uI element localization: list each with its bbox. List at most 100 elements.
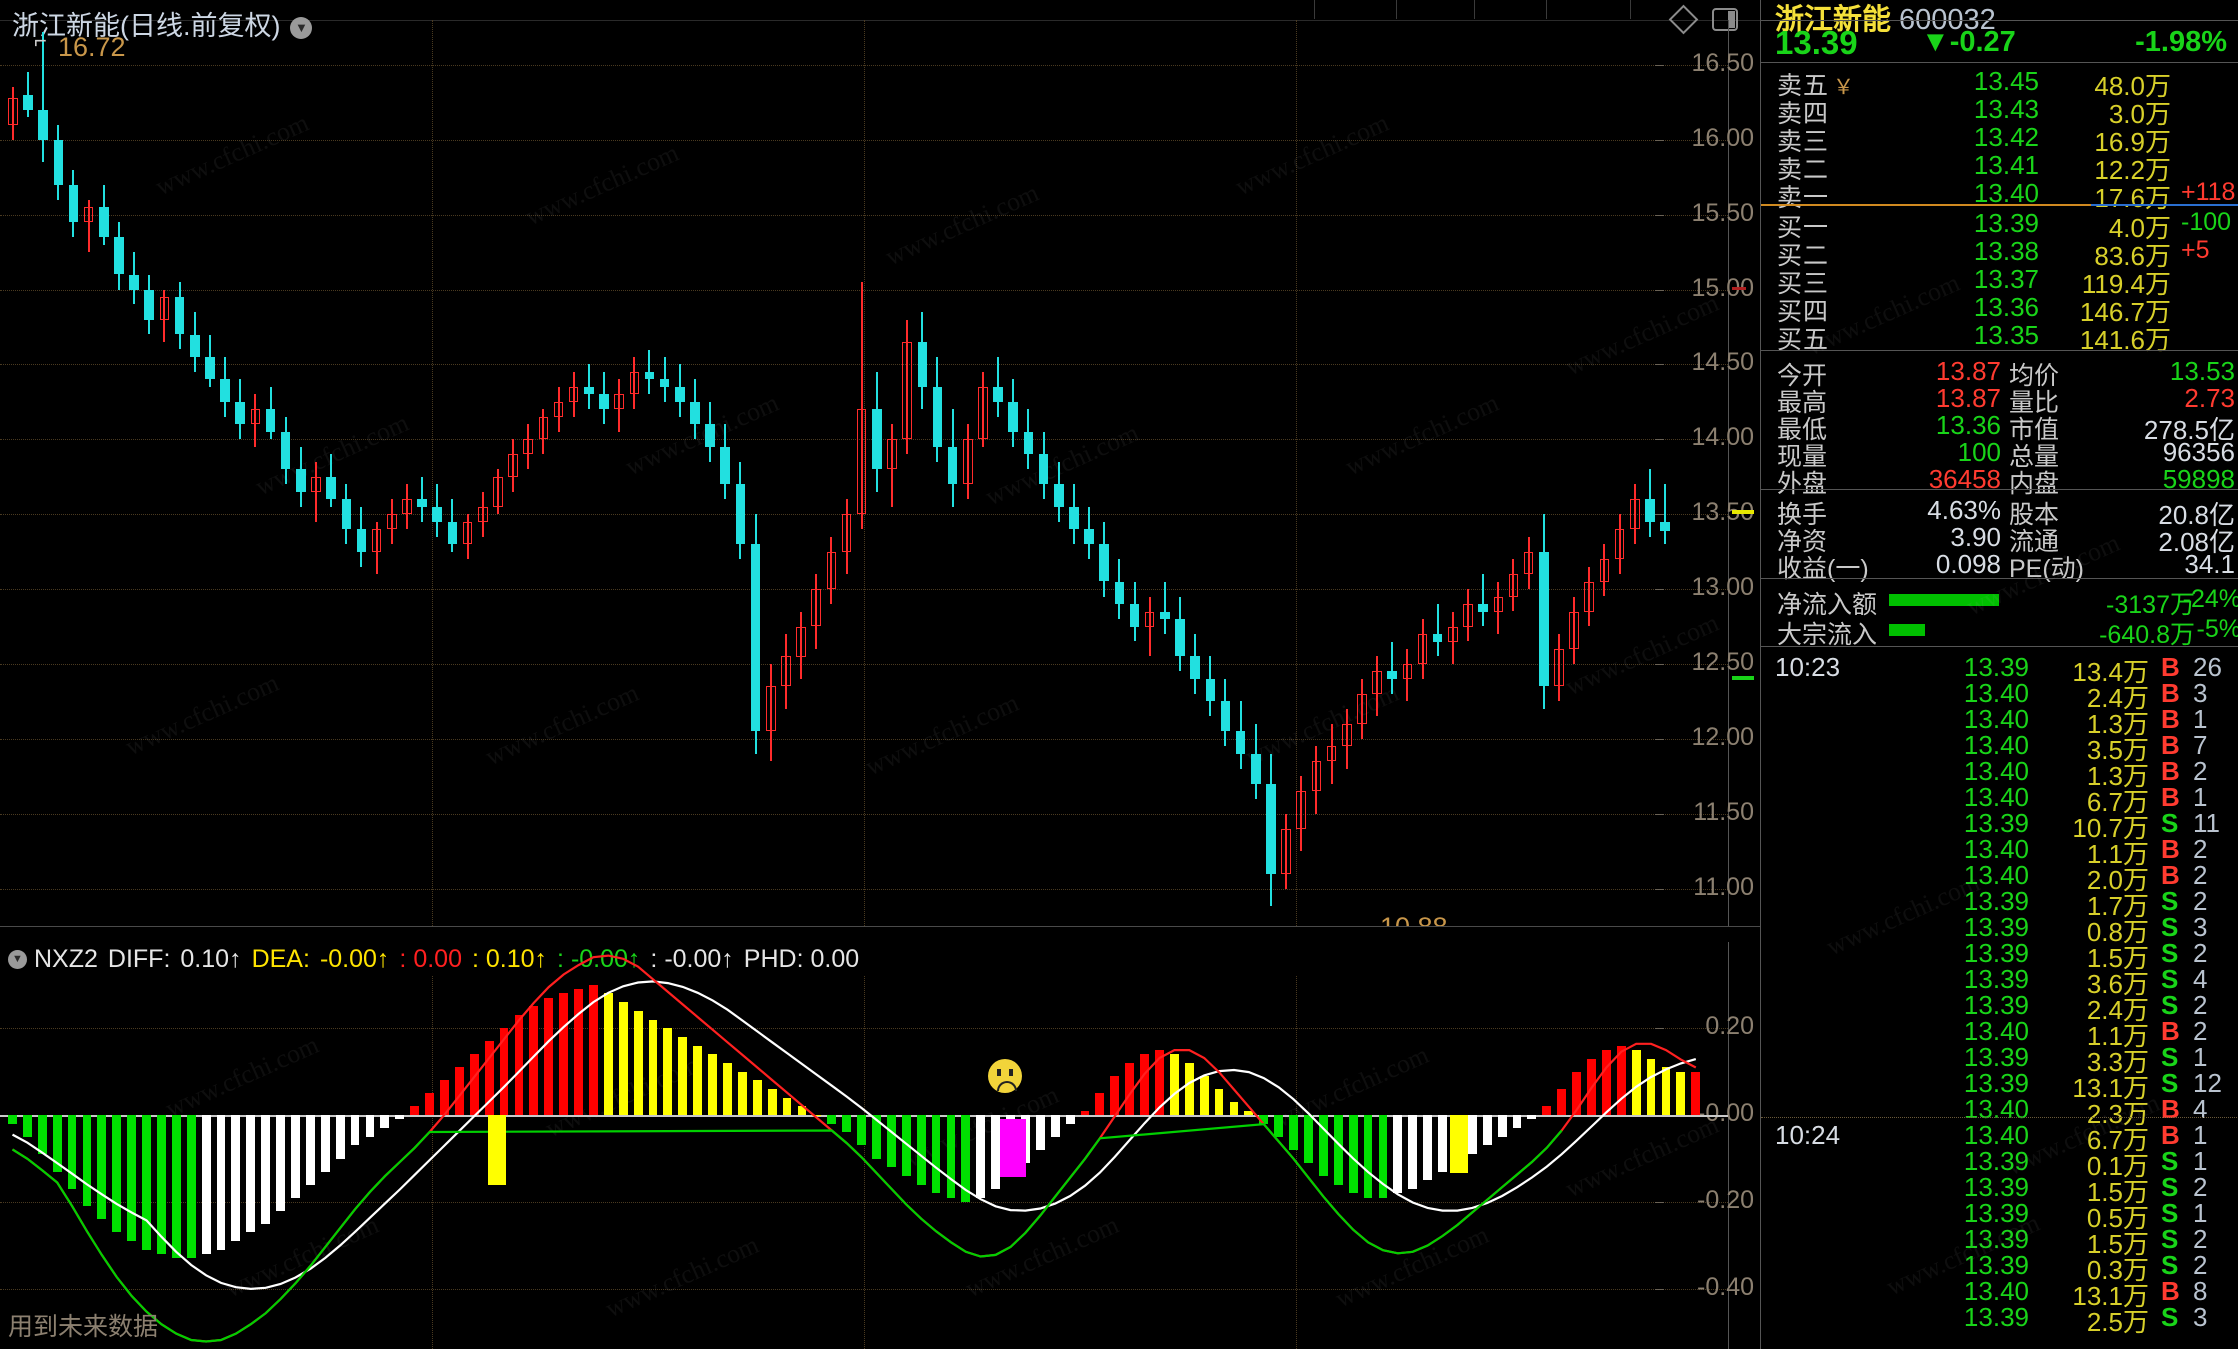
orderbook-row-5[interactable]: 卖一 13.40 17.6万 +118 [1761,178,2238,213]
low-pointer-icon: ← [1348,918,1372,926]
price-pane[interactable]: 16.50 16.00 15.50 15.00 14.50 14.00 13.50 13.00… [0,20,1760,926]
candle-wick [815,574,818,649]
candle [750,20,761,926]
macd-histogram-bar [201,1115,211,1254]
tick-row-17[interactable]: 13.40 2.3万 B 4 [1761,1094,2238,1129]
candle-body [887,439,897,470]
candle [250,20,261,926]
tick-row-18[interactable]: 10:24 13.40 6.7万 B 1 [1761,1120,2238,1155]
chevron-down-icon[interactable]: ▼ [290,17,313,39]
candle [1478,20,1488,926]
toolbar-cell-2[interactable] [1396,0,1475,19]
macd-histogram-bar [1244,1110,1254,1115]
toolbar-cell-1[interactable] [1314,0,1397,19]
tick-row-21[interactable]: 13.39 0.5万 S 1 [1761,1198,2238,1233]
orderbook-row-4[interactable]: 卖二 13.41 12.2万 [1761,150,2238,185]
layout-panel-icon[interactable] [1712,8,1738,31]
tick-row-24[interactable]: 13.40 13.1万 B 8 [1761,1276,2238,1311]
tick-volume: 6.7万 [2086,787,2149,817]
orderbook-row-7[interactable]: 买二 13.38 83.6万 +5 [1761,236,2238,271]
tick-row-0[interactable]: 10:23 13.39 13.4万 B 26 [1761,652,2238,687]
stat-value-right: 278.5亿 [2143,415,2235,445]
tick-row-13[interactable]: 13.39 2.4万 S 2 [1761,990,2238,1025]
toolbar-cell-4[interactable] [1546,0,1631,19]
macd-histogram-bar [1438,1115,1447,1172]
candle-body [872,409,882,470]
tick-row-8[interactable]: 13.40 2.0万 B 2 [1761,860,2238,895]
macd-histogram-bar [1050,1115,1060,1137]
tick-row-15[interactable]: 13.39 3.3万 S 1 [1761,1042,2238,1077]
tick-row-9[interactable]: 13.39 1.7万 S 2 [1761,886,2238,921]
orderbook-row-3[interactable]: 卖三 13.42 16.9万 [1761,122,2238,157]
candle [1538,20,1549,926]
tick-row-6[interactable]: 13.39 10.7万 S 11 [1761,808,2238,843]
price-axis-tick [1655,140,1664,141]
candle-body [674,386,685,402]
tick-volume: 1.1万 [2086,839,2149,869]
macd-histogram-bar [737,1071,747,1116]
toolbar-cell-0[interactable] [1244,0,1315,19]
macd-histogram-bar [872,1115,881,1159]
tick-row-2[interactable]: 13.40 1.3万 B 1 [1761,704,2238,739]
tick-row-20[interactable]: 13.39 1.5万 S 2 [1761,1172,2238,1207]
orderbook-row-10[interactable]: 买五 13.35 141.6万 [1761,320,2238,355]
flow-bar [1889,624,1925,636]
tick-row-11[interactable]: 13.39 1.5万 S 2 [1761,938,2238,973]
candle-wick [405,484,408,530]
tick-row-5[interactable]: 13.40 6.7万 B 1 [1761,782,2238,817]
candle-body [1114,581,1125,605]
candle-body [508,454,518,477]
orderbook-row-2[interactable]: 卖四 13.43 3.0万 [1761,94,2238,129]
stat-row-7: 收益(一) 0.098 PE(动) 34.1 [1761,549,2238,583]
candle [856,20,867,926]
tick-row-10[interactable]: 13.39 0.8万 S 3 [1761,912,2238,947]
top-toolbar[interactable] [0,0,1761,21]
indicator-segment: : -0.00↑ [650,944,734,973]
tick-count: 26 [2193,652,2222,682]
orderbook-row-6[interactable]: 买一 13.39 4.0万 -100 [1761,208,2238,243]
candle [114,20,124,926]
tick-price: 13.39 [1963,1068,2029,1098]
candle [1114,20,1125,926]
candle-body [220,379,230,402]
tick-price: 13.39 [1963,652,2029,682]
tick-count: 2 [2193,990,2208,1020]
tick-row-19[interactable]: 13.39 0.1万 S 1 [1761,1146,2238,1181]
tick-row-3[interactable]: 13.40 3.5万 B 7 [1761,730,2238,765]
tick-row-7[interactable]: 13.40 1.1万 B 2 [1761,834,2238,869]
tick-price: 13.39 [1963,1250,2029,1280]
low-price-label: 10.88 [1380,912,1448,926]
tick-row-4[interactable]: 13.40 1.3万 B 2 [1761,756,2238,791]
tick-price: 13.40 [1963,782,2029,812]
tick-time: 10:24 [1775,1120,1841,1150]
emoji-mouth [997,1081,1017,1092]
tick-volume: 0.3万 [2086,1255,2149,1285]
macd-pane[interactable]: ▼ NXZ2 DIFF: 0.10↑ DEA: -0.00↑: 0.00: 0.10↑: … [0,942,1760,1349]
toolbar-cell-3[interactable] [1474,0,1547,19]
macd-histogram-bar [112,1115,122,1233]
candle-body [1008,401,1019,432]
tick-volume: 13.1万 [2072,1281,2149,1311]
tick-bs-flag: S [2161,1198,2179,1228]
candle-body [902,342,912,440]
tick-row-23[interactable]: 13.39 0.3万 S 2 [1761,1250,2238,1285]
macd-histogram-bar [723,1062,732,1115]
high-pointer-icon: ⌐ [34,28,47,53]
flow-label: 净流入额 [1777,591,1878,619]
macd-histogram-bar [767,1089,777,1116]
tick-row-22[interactable]: 13.39 1.5万 S 2 [1761,1224,2238,1259]
high-price-label: 16.72 [58,32,126,62]
flow-value: -3137万 [2106,591,2195,619]
tick-row-12[interactable]: 13.39 3.6万 S 4 [1761,964,2238,999]
orderbook-row-9[interactable]: 买四 13.36 146.7万 [1761,292,2238,327]
tick-row-25[interactable]: 13.39 2.5万 S 3 [1761,1302,2238,1337]
candle [538,20,549,926]
tick-row-16[interactable]: 13.39 13.1万 S 12 [1761,1068,2238,1103]
chevron-down-icon[interactable]: ▼ [8,949,27,969]
price-axis-separator [1728,20,1729,926]
tick-row-14[interactable]: 13.40 1.1万 B 2 [1761,1016,2238,1051]
orderbook-row-8[interactable]: 买三 13.37 119.4万 [1761,264,2238,299]
tick-row-1[interactable]: 13.40 2.4万 B 3 [1761,678,2238,713]
orderbook-row-1[interactable]: 卖五 ￥ 13.45 48.0万 [1761,66,2238,101]
stat-value-left: 0.098 [1935,549,2001,579]
